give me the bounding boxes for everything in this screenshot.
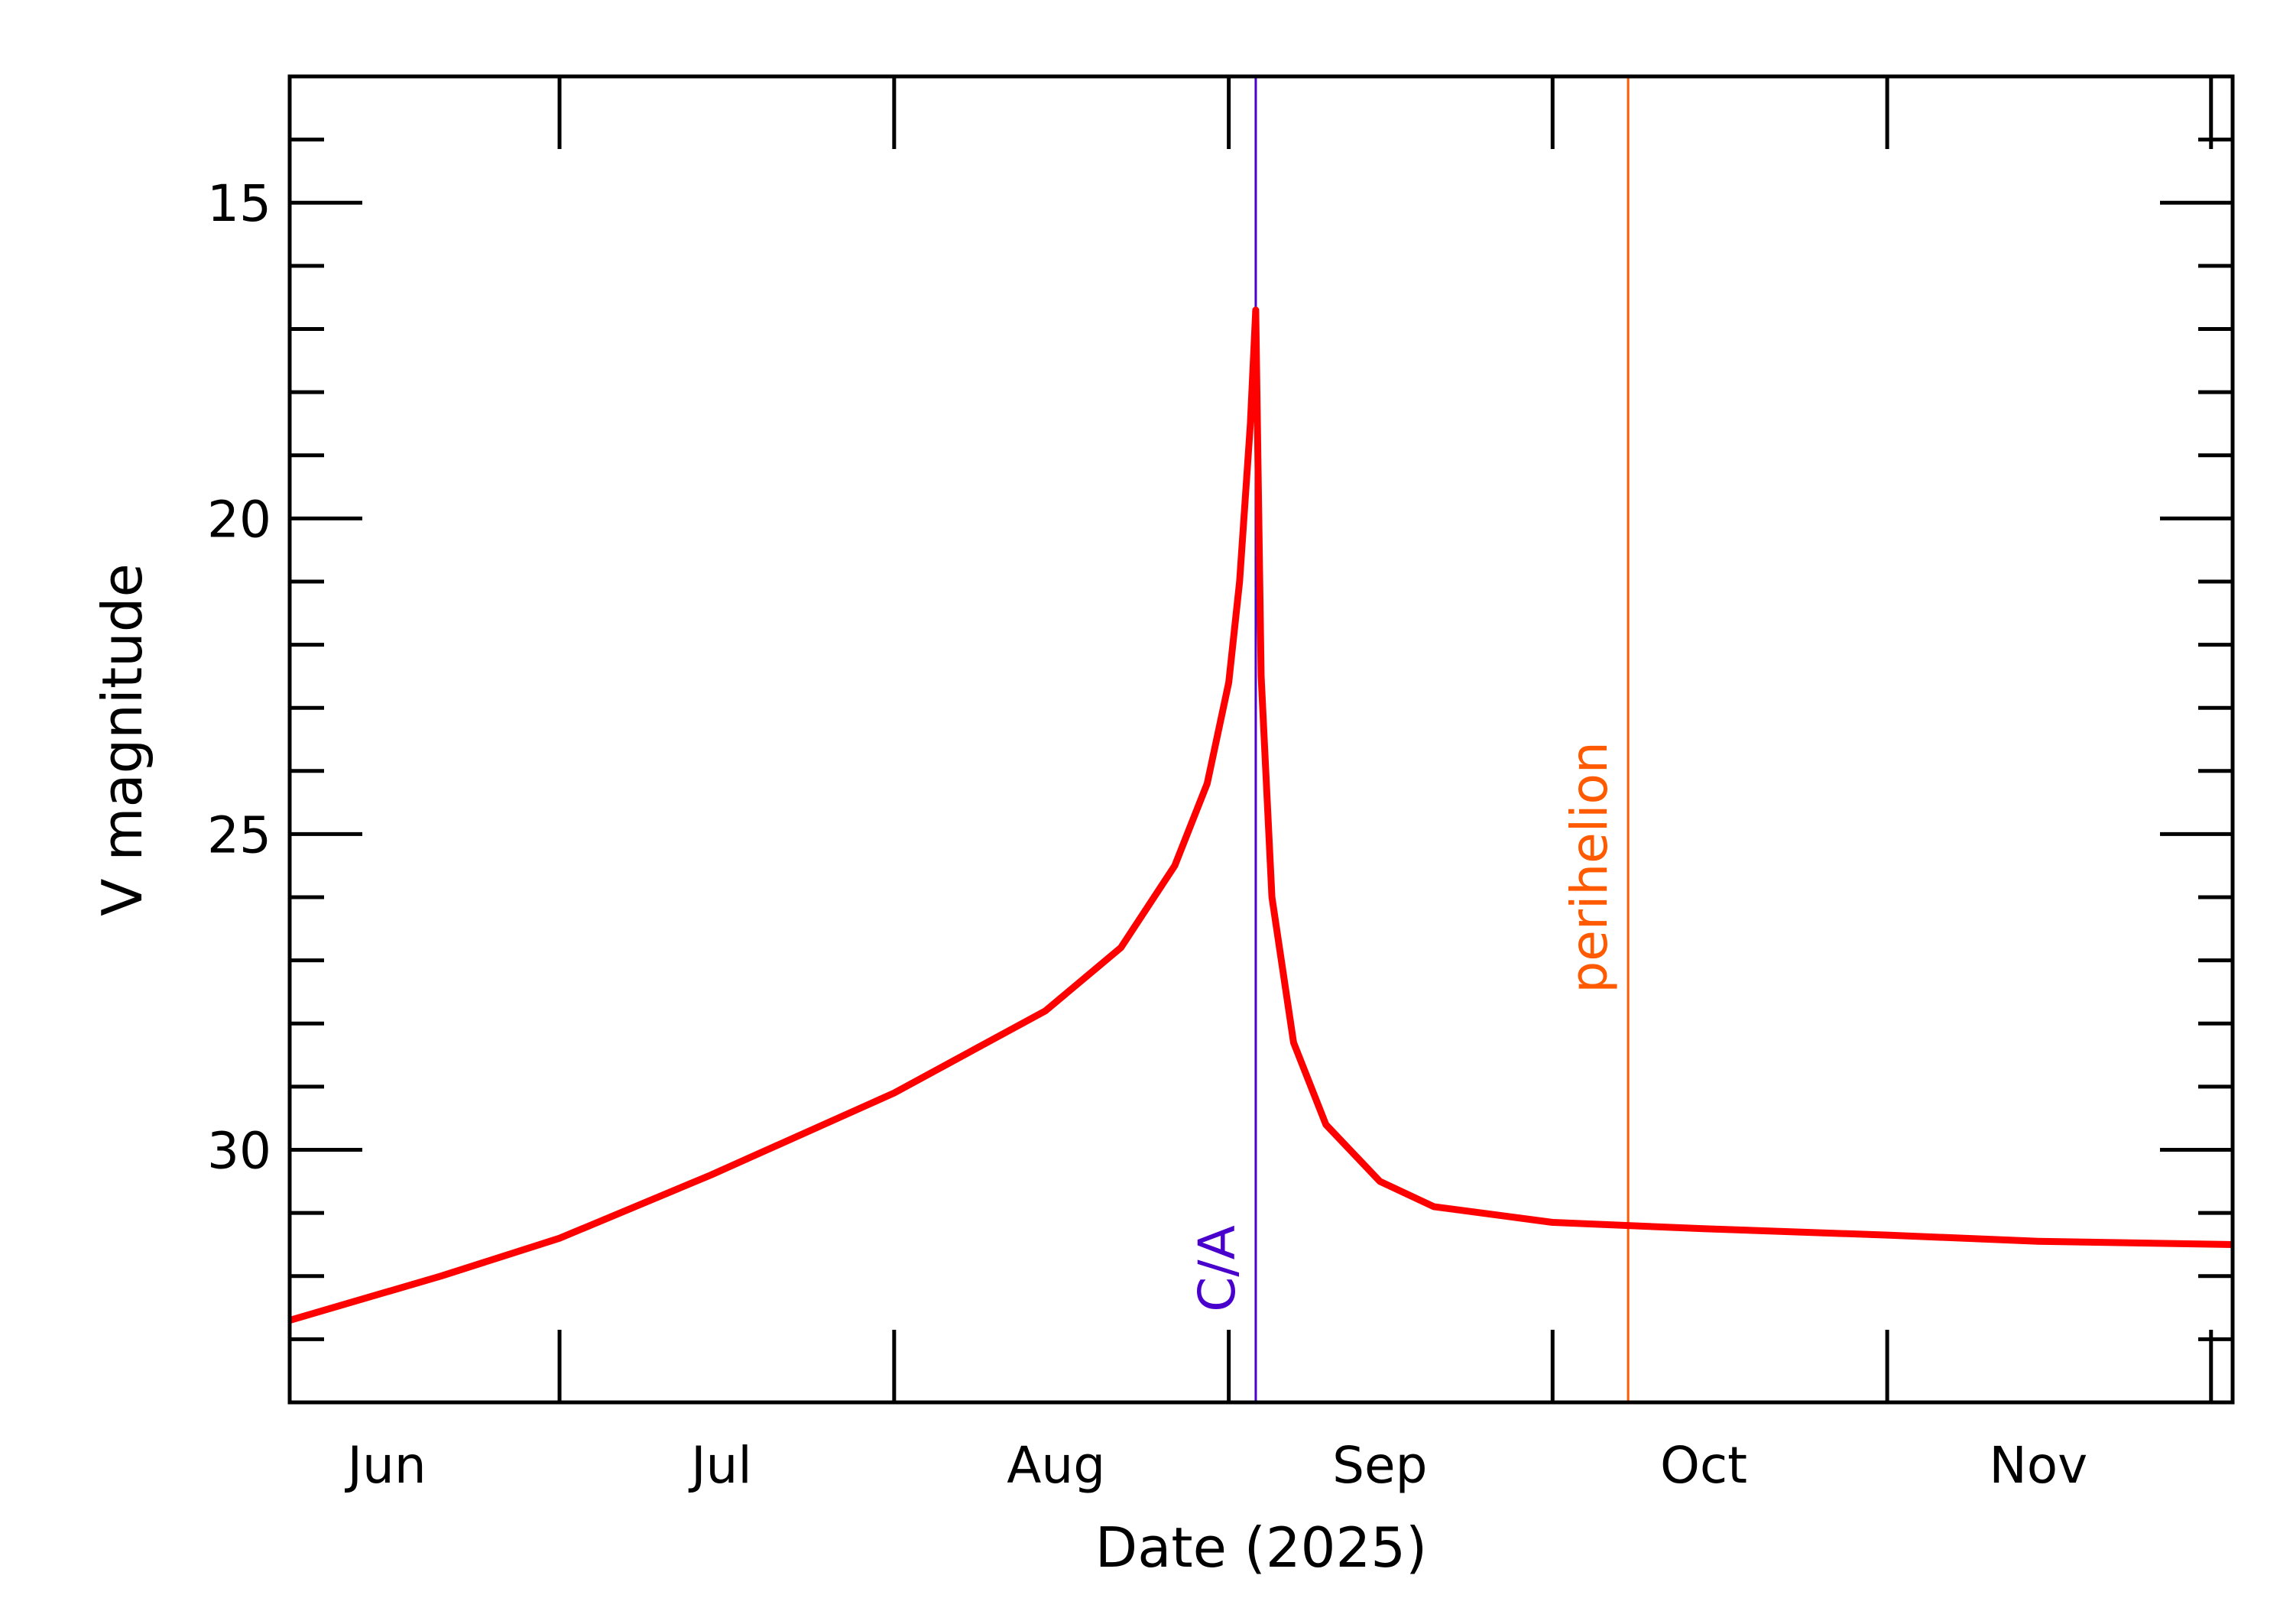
event-label: perihelion <box>1560 741 1619 993</box>
x-tick-label: Jul <box>688 1436 752 1495</box>
magnitude-curve <box>288 306 2233 1324</box>
axis-ticks <box>290 76 2233 1402</box>
y-tick-label: 25 <box>207 806 271 864</box>
event-label: C/A <box>1188 1225 1247 1311</box>
event-lines <box>1254 76 1630 1402</box>
y-tick-label: 20 <box>207 490 271 549</box>
y-tick-labels: 15 20 25 30 <box>207 174 271 1180</box>
x-tick-labels: Jun Jul Aug Sep Oct Nov <box>345 1436 2088 1495</box>
x-tick-label: Oct <box>1660 1436 1747 1495</box>
y-tick-label: 30 <box>207 1122 271 1181</box>
x-tick-label: Sep <box>1332 1436 1427 1495</box>
y-axis-label: V magnitude <box>90 563 154 916</box>
x-tick-label: Jun <box>345 1436 426 1495</box>
plot-frame <box>287 74 2235 1405</box>
x-tick-label: Aug <box>1007 1436 1105 1495</box>
x-axis-label: Date (2025) <box>1095 1515 1427 1580</box>
y-tick-label: 15 <box>207 174 271 233</box>
event-labels: C/A perihelion <box>1188 741 1619 1311</box>
x-tick-label: Nov <box>1989 1436 2087 1495</box>
